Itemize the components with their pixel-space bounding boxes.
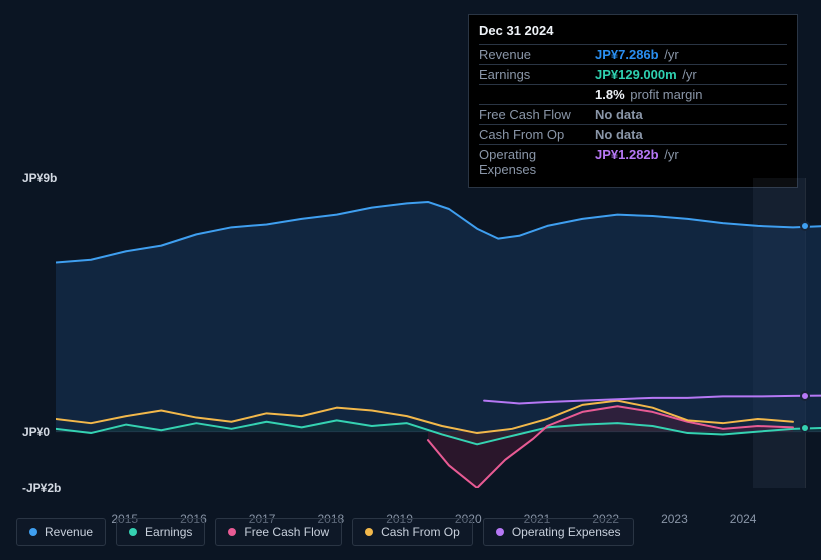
legend-item[interactable]: Free Cash Flow [215, 518, 342, 546]
legend-dot-icon [29, 528, 37, 536]
y-axis-label: JP¥9b [22, 171, 57, 185]
legend-dot-icon [365, 528, 373, 536]
legend-item[interactable]: Cash From Op [352, 518, 473, 546]
legend-item[interactable]: Operating Expenses [483, 518, 634, 546]
x-axis-label: 2023 [661, 512, 688, 526]
tooltip-value: JP¥1.282b /yr [595, 147, 679, 177]
tooltip-label: Cash From Op [479, 127, 595, 142]
tooltip-label: Revenue [479, 47, 595, 62]
tooltip-row: Cash From OpNo data [479, 125, 787, 145]
legend-label: Cash From Op [381, 525, 460, 539]
tooltip-row: RevenueJP¥7.286b /yr [479, 45, 787, 65]
tooltip-value: 1.8% profit margin [595, 87, 703, 102]
tooltip-label: Earnings [479, 67, 595, 82]
series-end-marker [800, 423, 810, 433]
chart-tooltip: Dec 31 2024 RevenueJP¥7.286b /yrEarnings… [468, 14, 798, 188]
tooltip-label [479, 87, 595, 102]
tooltip-row: EarningsJP¥129.000m /yr [479, 65, 787, 85]
tooltip-row: Free Cash FlowNo data [479, 105, 787, 125]
tooltip-label: Operating Expenses [479, 147, 595, 177]
tooltip-value: No data [595, 107, 643, 122]
legend-label: Free Cash Flow [244, 525, 329, 539]
legend-dot-icon [228, 528, 236, 536]
legend-label: Earnings [145, 525, 192, 539]
legend-label: Revenue [45, 525, 93, 539]
tooltip-row: 1.8% profit margin [479, 85, 787, 105]
tooltip-label: Free Cash Flow [479, 107, 595, 122]
legend-item[interactable]: Revenue [16, 518, 106, 546]
legend-dot-icon [129, 528, 137, 536]
chart-legend: Revenue Earnings Free Cash Flow Cash From O… [16, 518, 634, 546]
legend-dot-icon [496, 528, 504, 536]
chart-plot-area[interactable] [56, 178, 821, 488]
legend-item[interactable]: Earnings [116, 518, 205, 546]
tooltip-value: JP¥7.286b /yr [595, 47, 679, 62]
tooltip-row: Operating ExpensesJP¥1.282b /yr [479, 145, 787, 179]
tooltip-date: Dec 31 2024 [479, 21, 787, 45]
series-end-marker [800, 391, 810, 401]
tooltip-value: No data [595, 127, 643, 142]
x-axis-label: 2024 [730, 512, 757, 526]
y-axis-label: JP¥0 [22, 425, 50, 439]
tooltip-value: JP¥129.000m /yr [595, 67, 697, 82]
legend-label: Operating Expenses [512, 525, 621, 539]
